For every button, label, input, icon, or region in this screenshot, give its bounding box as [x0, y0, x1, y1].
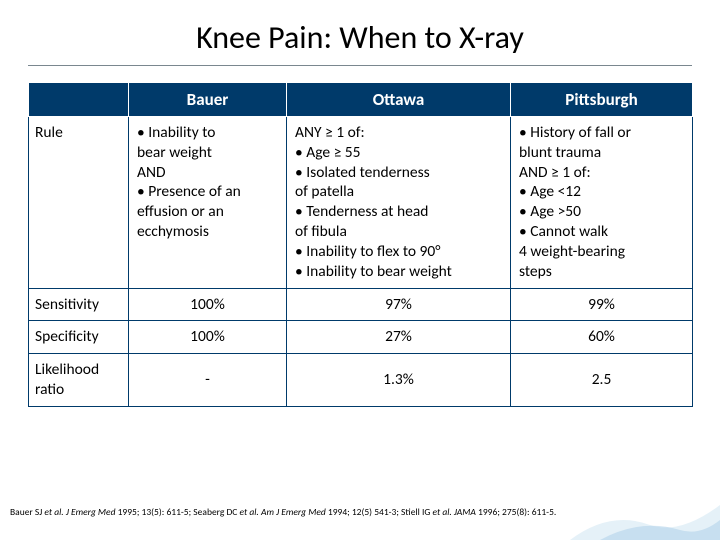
cell-lr-pittsburgh: 2.5 [511, 354, 693, 407]
citation-italic: et al. JAMA [433, 506, 476, 518]
cell-rule-ottawa: ANY ≥ 1 of: • Age ≥ 55 • Isolated tender… [287, 117, 511, 289]
header-ottawa: Ottawa [287, 83, 511, 117]
cell-rule-pittsburgh: • History of fall or blunt trauma AND ≥ … [511, 117, 693, 289]
cell-sensitivity-bauer: 100% [129, 288, 287, 321]
title-underline [28, 65, 692, 66]
cell-lr-ottawa: 1.3% [287, 354, 511, 407]
header-blank [29, 83, 129, 117]
table-row: Sensitivity 100% 97% 99% [29, 288, 693, 321]
row-label-sensitivity: Sensitivity [29, 288, 129, 321]
row-label-lr: Likelihood ratio [29, 354, 129, 407]
row-label-rule: Rule [29, 117, 129, 289]
table-row: Likelihood ratio - 1.3% 2.5 [29, 354, 693, 407]
table-header-row: Bauer Ottawa Pittsburgh [29, 83, 693, 117]
cell-rule-bauer: • Inability to bear weight AND • Presenc… [129, 117, 287, 289]
table-row: Specificity 100% 27% 60% [29, 321, 693, 354]
citation-text: 1996; 275(8): 611-5. [476, 506, 556, 518]
citation-italic: et al. Am J Emerg Med [240, 506, 326, 518]
xray-rules-table: Bauer Ottawa Pittsburgh Rule • Inability… [28, 82, 693, 407]
row-label-specificity: Specificity [29, 321, 129, 354]
cell-specificity-pittsburgh: 60% [511, 321, 693, 354]
cell-lr-bauer: - [129, 354, 287, 407]
decorative-corner-art [570, 460, 720, 540]
cell-specificity-ottawa: 27% [287, 321, 511, 354]
cell-sensitivity-pittsburgh: 99% [511, 288, 693, 321]
table-row: Rule • Inability to bear weight AND • Pr… [29, 117, 693, 289]
header-bauer: Bauer [129, 83, 287, 117]
citation-text: Bauer SJ [10, 506, 44, 518]
citation-text: 1995; 13(5): 611-5; Seaberg DC [115, 506, 239, 518]
cell-specificity-bauer: 100% [129, 321, 287, 354]
citation-footer: Bauer SJ et al. J Emerg Med 1995; 13(5):… [10, 507, 710, 518]
header-pittsburgh: Pittsburgh [511, 83, 693, 117]
citation-text: 1994; 12(5) 541-3; Stiell IG [326, 506, 433, 518]
cell-sensitivity-ottawa: 97% [287, 288, 511, 321]
citation-italic: et al. J Emerg Med [44, 506, 115, 518]
page-title: Knee Pain: When to X-ray [0, 0, 720, 65]
